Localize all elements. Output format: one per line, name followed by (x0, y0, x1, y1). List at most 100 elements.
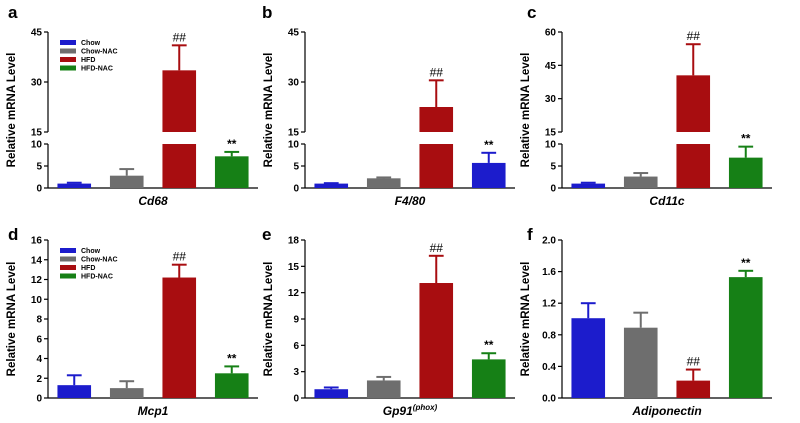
bar-HFD (676, 380, 711, 398)
y-tick-label: 30 (545, 94, 557, 105)
bar-HFD-lower (162, 144, 197, 188)
panel-letter: f (527, 225, 533, 244)
significance-label: ## (173, 250, 187, 264)
significance-label: ## (430, 241, 444, 255)
significance-label: ** (484, 338, 494, 352)
y-tick-label: 10 (288, 140, 300, 151)
y-tick-label: 6 (293, 341, 299, 352)
y-tick-label: 15 (31, 128, 43, 139)
legend-swatch (60, 57, 76, 62)
legend-swatch (60, 48, 76, 54)
legend-swatch (60, 256, 76, 262)
bar-HFD-NAC (214, 156, 249, 188)
legend-swatch (60, 265, 76, 270)
y-axis-label: Relative mRNA Level (263, 262, 275, 377)
y-tick-label: 12 (31, 275, 43, 286)
legend-swatch (60, 40, 76, 45)
legend-label: HFD (81, 57, 95, 64)
y-tick-label: 4 (36, 354, 42, 365)
panel-e: e 0 3 6 9 12 15 18 Relative mRNA Level ## ** Gp91(p… (262, 225, 515, 418)
y-tick-label: 2 (36, 374, 42, 385)
bar-Chow-NAC (109, 388, 144, 398)
significance-label: ## (173, 30, 187, 44)
y-tick-label: 1.6 (542, 267, 556, 278)
y-tick-label: 0 (36, 394, 42, 405)
bar-HFD-upper (676, 75, 711, 132)
legend-label: HFD-NAC (81, 66, 113, 73)
panel-letter: a (8, 3, 18, 22)
bar-HFD-NAC (728, 277, 763, 398)
significance-label: ** (484, 138, 494, 152)
x-axis-gene-label: Gp91(phox) (383, 403, 438, 418)
gene-superscript: (phox) (413, 403, 438, 412)
y-tick-label: 8 (36, 315, 42, 326)
bar-Chow-NAC (366, 380, 401, 398)
gene-name: Cd11c (649, 194, 684, 208)
panel-letter: e (262, 225, 271, 244)
y-tick-label: 15 (288, 128, 300, 139)
y-tick-label: 15 (545, 128, 557, 139)
bar-HFD-NAC (471, 162, 506, 188)
bar-Chow (571, 183, 606, 188)
y-tick-label: 3 (293, 367, 299, 378)
y-tick-label: 18 (288, 236, 300, 247)
y-axis-label: Relative mRNA Level (520, 53, 532, 168)
y-axis-label: Relative mRNA Level (6, 262, 18, 377)
y-tick-label: 0 (36, 184, 42, 195)
significance-label: ** (741, 256, 751, 270)
x-axis-gene-label: Mcp1 (138, 404, 169, 418)
y-tick-label: 9 (293, 315, 299, 326)
y-tick-label: 10 (545, 140, 557, 151)
panel-f: f 0.0 0.4 0.8 1.2 1.6 2.0 Relative mRNA Level ##… (520, 225, 772, 418)
bar-Chow (314, 183, 349, 188)
significance-label: ** (227, 351, 237, 365)
x-axis-gene-label: F4/80 (395, 194, 426, 208)
y-tick-label: 15 (288, 262, 300, 273)
legend-label: Chow (81, 40, 101, 47)
legend-swatch (60, 273, 76, 279)
bar-Chow-NAC (366, 178, 401, 188)
panel-d: d 0 2 4 6 8 10 12 14 16 Relative mRNA Level ## ** Mcp… (6, 225, 258, 418)
y-tick-label: 30 (288, 78, 300, 89)
significance-label: ## (687, 355, 701, 369)
significance-label: ** (741, 132, 751, 146)
y-axis-label: Relative mRNA Level (6, 53, 18, 168)
bar-Chow (57, 385, 92, 398)
bar-HFD-lower (676, 144, 711, 188)
bar-HFD-lower (419, 144, 454, 188)
y-axis-label: Relative mRNA Level (520, 262, 532, 377)
bar-Chow-NAC (623, 176, 658, 188)
significance-label: ** (227, 137, 237, 151)
significance-label: ## (687, 29, 701, 43)
y-tick-label: 45 (31, 28, 43, 39)
y-tick-label: 6 (36, 334, 42, 345)
y-tick-label: 60 (545, 28, 557, 39)
panel-letter: d (8, 225, 18, 244)
x-axis-gene-label: Cd68 (138, 194, 168, 208)
y-tick-label: 0.0 (542, 394, 556, 405)
y-tick-label: 5 (293, 162, 299, 173)
panel-letter: c (527, 3, 536, 22)
bar-HFD-NAC (214, 373, 249, 398)
y-axis-label: Relative mRNA Level (263, 53, 275, 168)
gene-name: Gp91 (383, 404, 413, 418)
y-tick-label: 0.8 (542, 330, 556, 341)
bar-Chow (314, 389, 349, 398)
gene-name: F4/80 (395, 194, 426, 208)
y-tick-label: 14 (31, 255, 43, 266)
bar-Chow-NAC (623, 327, 658, 398)
bar-Chow-NAC (109, 175, 144, 188)
y-tick-label: 10 (31, 295, 43, 306)
bar-Chow (571, 318, 606, 398)
y-tick-label: 30 (31, 78, 43, 89)
y-tick-label: 2.0 (542, 236, 556, 247)
y-tick-label: 0 (293, 394, 299, 405)
panel-letter: b (262, 3, 272, 22)
bar-HFD (162, 277, 197, 398)
y-tick-label: 10 (31, 140, 43, 151)
